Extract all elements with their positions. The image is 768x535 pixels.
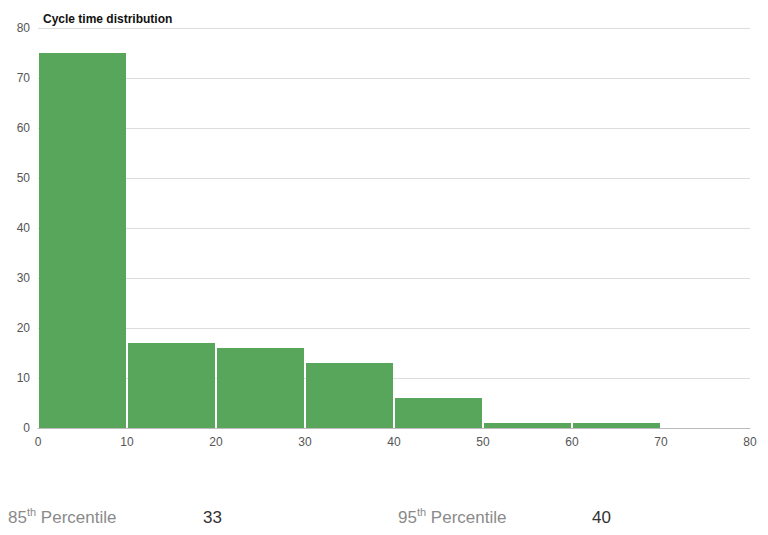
svg-text:60: 60 bbox=[17, 121, 31, 135]
svg-text:10: 10 bbox=[17, 371, 31, 385]
svg-text:30: 30 bbox=[17, 271, 31, 285]
svg-text:Cycle time distribution: Cycle time distribution bbox=[43, 12, 172, 26]
html-text:85thPercentile: 85thPercentile bbox=[8, 506, 117, 527]
svg-text:60: 60 bbox=[565, 435, 579, 449]
svg-text:40: 40 bbox=[387, 435, 401, 449]
svg-text:20: 20 bbox=[209, 435, 223, 449]
html-text:95thPercentile: 95thPercentile bbox=[398, 506, 507, 527]
svg-text:80: 80 bbox=[17, 21, 31, 35]
svg-text:70: 70 bbox=[654, 435, 668, 449]
svg-text:80: 80 bbox=[743, 435, 757, 449]
html-text:40: 40 bbox=[592, 508, 611, 527]
svg-text:40: 40 bbox=[17, 221, 31, 235]
svg-text:0: 0 bbox=[23, 421, 30, 435]
svg-text:50: 50 bbox=[476, 435, 490, 449]
svg-text:70: 70 bbox=[17, 71, 31, 85]
svg-text:50: 50 bbox=[17, 171, 31, 185]
svg-text:30: 30 bbox=[298, 435, 312, 449]
svg-text:0: 0 bbox=[35, 435, 42, 449]
svg-text:10: 10 bbox=[120, 435, 134, 449]
html-text:33: 33 bbox=[203, 508, 222, 527]
svg-text:20: 20 bbox=[17, 321, 31, 335]
